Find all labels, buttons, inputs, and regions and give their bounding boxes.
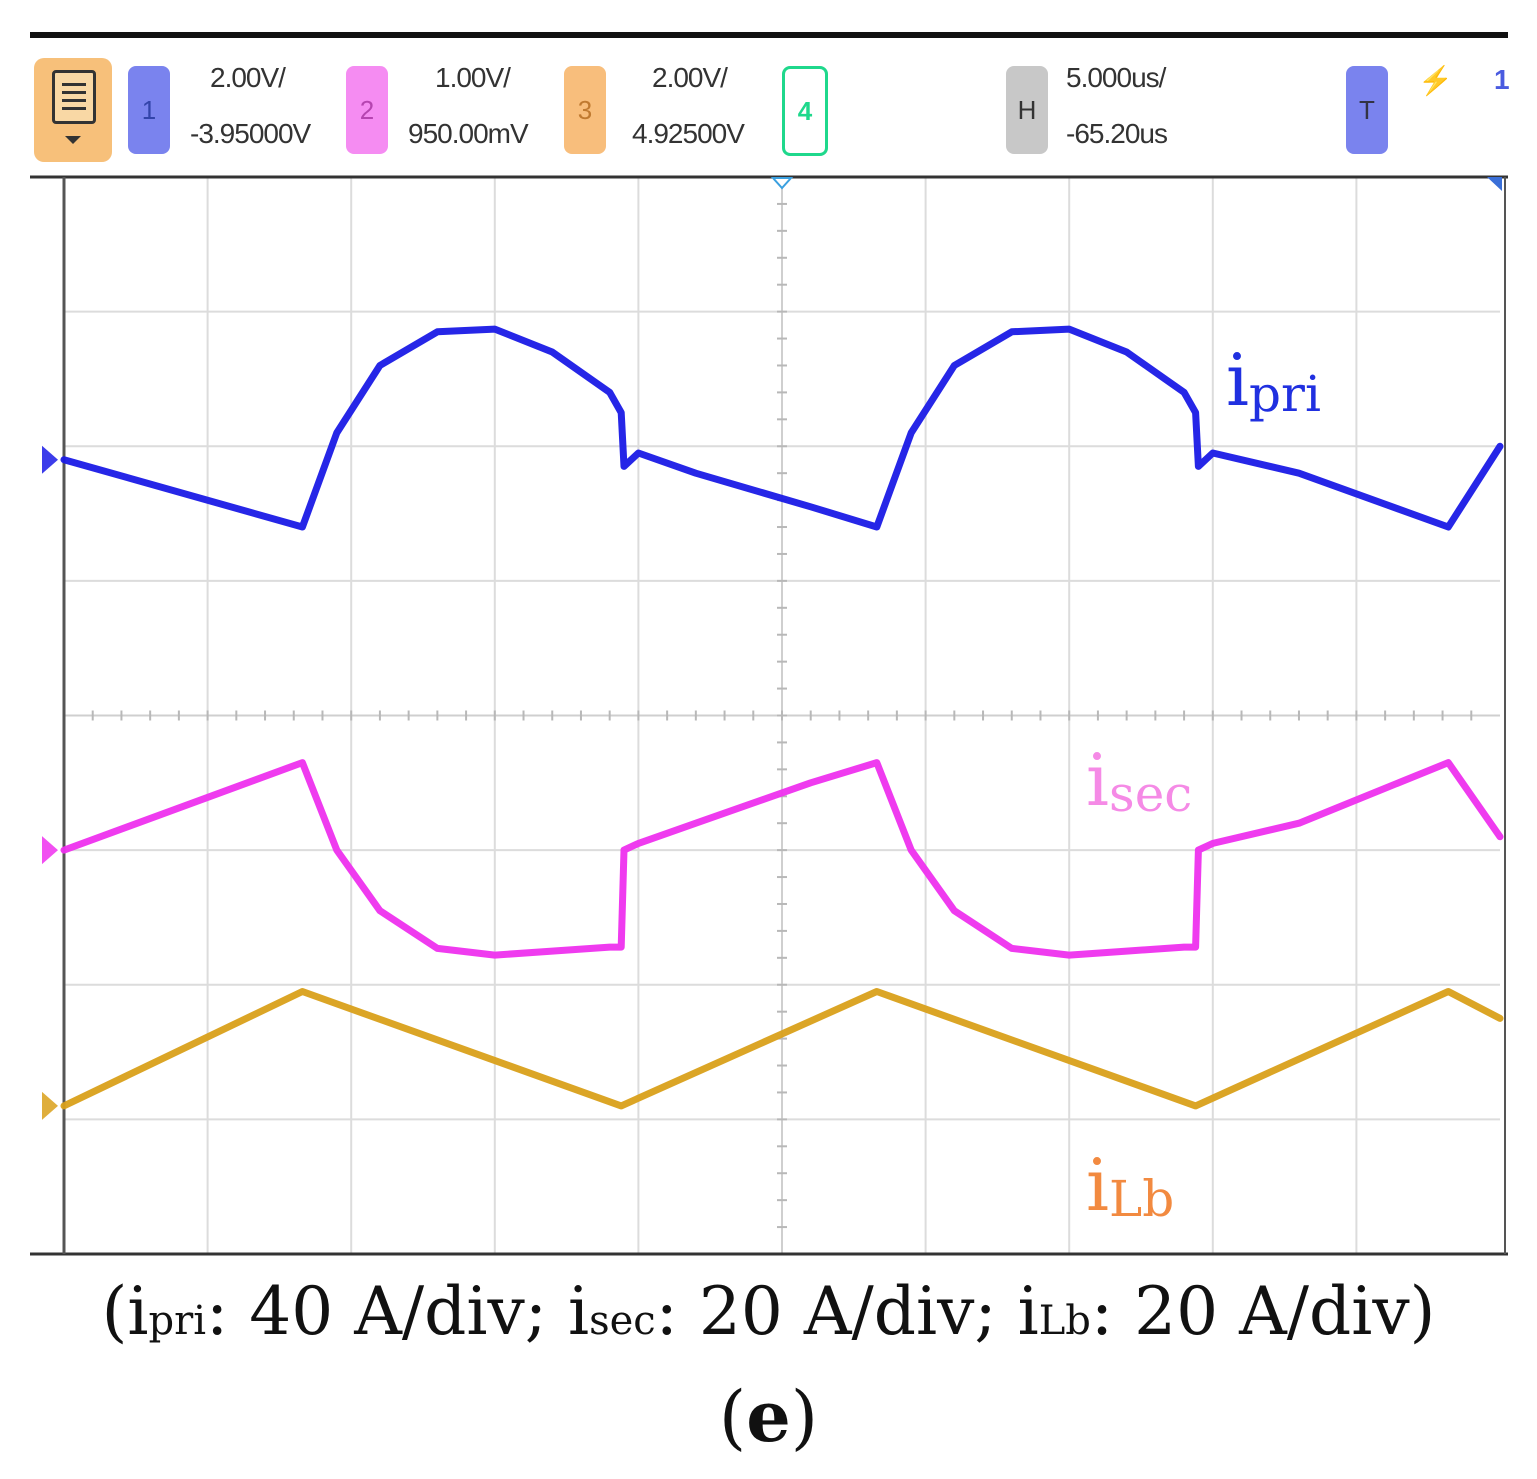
trigger-edge-icon: ⚡ [1418, 65, 1453, 96]
channel-markers [42, 445, 58, 1120]
series-label-iLb: iLb [1086, 1143, 1174, 1228]
caption-symbol: i [1017, 1273, 1039, 1350]
series-ipri-line [60, 325, 1504, 531]
caption-scale: : 40 A/div; [206, 1273, 568, 1350]
waveforms [60, 325, 1504, 1110]
channel-3-offset: 4.92500V [632, 118, 745, 149]
panel-label: (e) [718, 1375, 819, 1458]
series-iLb-line [60, 988, 1504, 1110]
channel-2-scale: 1.00V/ [435, 62, 511, 93]
panel-letter: e [746, 1375, 791, 1458]
horizontal-scale: 5.000us/ [1066, 62, 1166, 93]
channel-1-scale: 2.00V/ [210, 62, 286, 93]
trigger-source: 1 [1494, 64, 1510, 95]
trigger-level-icon [1487, 177, 1502, 191]
series-label-main: i [1086, 738, 1109, 822]
caption-symbol: i [567, 1273, 590, 1350]
figure-caption: (ipri: 40 A/div; isec: 20 A/div; iLb: 20… [0, 1272, 1537, 1361]
trigger-position-icon [770, 177, 794, 190]
caption-symbol: i [127, 1273, 149, 1350]
channel-1-marker-icon [42, 445, 58, 474]
series-label-isec: isec [1086, 738, 1192, 823]
grid [30, 175, 1508, 1256]
horizontal-button[interactable]: H [1006, 66, 1048, 154]
series-label-main: i [1086, 1143, 1109, 1227]
chevron-down-icon [65, 136, 81, 144]
caption-scale: : 20 A/div; [655, 1273, 1018, 1350]
channel-1-offset: -3.95000V [190, 118, 311, 149]
channel-1-button[interactable]: 1 [128, 66, 170, 154]
channel-3-button[interactable]: 3 [564, 66, 606, 154]
horizontal-delay: -65.20us [1066, 118, 1168, 149]
series-label-sub: Lb [1109, 1170, 1174, 1228]
caption-subscript: Lb [1038, 1298, 1091, 1344]
caption-close-paren: ) [1409, 1273, 1436, 1350]
channel-4-button[interactable]: 4 [782, 66, 828, 156]
series-label-ipri: ipri [1226, 338, 1321, 423]
channel-2-offset: 950.00mV [408, 118, 529, 149]
channel-3-marker-icon [42, 1091, 58, 1120]
caption-scale: : 20 A/div [1090, 1273, 1410, 1350]
caption-subscript: pri [148, 1298, 207, 1344]
trigger-button[interactable]: T [1346, 66, 1388, 154]
caption-open-paren: ( [101, 1273, 128, 1350]
menu-button[interactable] [34, 58, 112, 162]
series-isec-line [60, 759, 1504, 959]
top-border [30, 32, 1508, 38]
caption-subscript: sec [589, 1298, 656, 1344]
series-label-main: i [1226, 338, 1249, 422]
channel-2-marker-icon [42, 836, 58, 865]
series-label-sub: sec [1109, 765, 1192, 823]
menu-list-icon [52, 70, 96, 124]
series-label-sub: pri [1249, 365, 1321, 423]
channel-2-button[interactable]: 2 [346, 66, 388, 154]
channel-3-scale: 2.00V/ [652, 62, 728, 93]
scope-toolbar: 1 2.00V/ -3.95000V 2 1.00V/ 950.00mV 3 2… [30, 38, 1510, 178]
